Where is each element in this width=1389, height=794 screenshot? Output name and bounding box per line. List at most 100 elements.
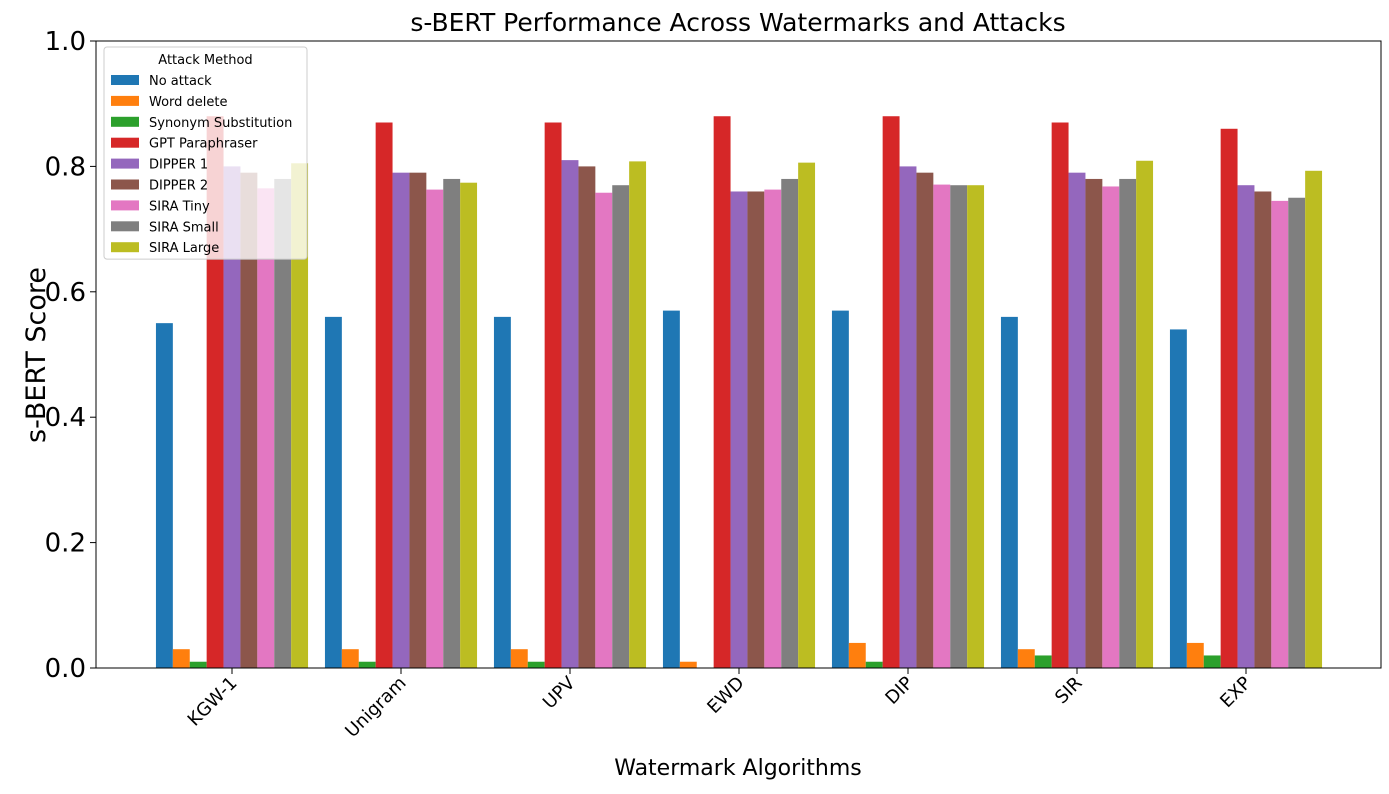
bar-dip-sira-small xyxy=(950,185,968,668)
legend-swatch xyxy=(111,75,139,85)
bar-sir-no-attack xyxy=(1000,316,1018,668)
bar-unigram-sira-large xyxy=(460,182,478,668)
bar-exp-synonym-substitution xyxy=(1203,655,1221,668)
bar-ewd-sira-small xyxy=(781,178,799,668)
bar-kgw-1-sira-large xyxy=(291,163,309,668)
bar-upv-dipper-1 xyxy=(561,160,579,668)
bar-dip-sira-large xyxy=(967,185,985,668)
bar-dip-dipper-2 xyxy=(916,172,934,669)
bar-sir-sira-tiny xyxy=(1102,186,1120,668)
y-tick-label: 1.0 xyxy=(45,27,86,57)
bar-upv-word-delete xyxy=(510,649,528,668)
bar-ewd-gpt-paraphraser xyxy=(713,116,731,669)
bar-upv-gpt-paraphraser xyxy=(544,122,562,668)
bar-ewd-word-delete xyxy=(679,661,697,668)
bar-unigram-gpt-paraphraser xyxy=(375,122,393,668)
bar-sir-gpt-paraphraser xyxy=(1051,122,1069,668)
bar-exp-sira-tiny xyxy=(1271,200,1289,668)
bar-upv-no-attack xyxy=(493,316,511,668)
legend-label: Synonym Substitution xyxy=(149,116,292,131)
legend-swatch xyxy=(111,242,139,253)
x-tick-label: KGW-1 xyxy=(184,673,242,731)
bar-kgw-1-synonym-substitution xyxy=(189,661,207,668)
y-axis-label: s-BERT Score xyxy=(21,267,52,443)
legend-label: GPT Paraphraser xyxy=(149,137,258,152)
bar-dip-synonym-substitution xyxy=(865,661,883,668)
bar-kgw-1-dipper-1 xyxy=(223,166,241,668)
x-tick-label: EXP xyxy=(1216,673,1255,712)
bar-kgw-1-dipper-2 xyxy=(240,172,258,669)
bar-dip-sira-tiny xyxy=(933,184,951,668)
x-axis-label: Watermark Algorithms xyxy=(614,756,862,781)
x-tick-label: UPV xyxy=(539,672,580,713)
bar-sir-dipper-1 xyxy=(1068,172,1086,669)
bar-ewd-no-attack xyxy=(662,310,680,668)
bar-sir-sira-small xyxy=(1119,178,1137,668)
legend-swatch xyxy=(111,179,139,190)
legend-label: Word delete xyxy=(149,95,228,110)
bar-sir-dipper-2 xyxy=(1085,178,1103,668)
y-tick-label: 0.2 xyxy=(45,529,86,559)
legend-swatch xyxy=(111,200,139,211)
bar-sir-synonym-substitution xyxy=(1034,655,1052,668)
legend: Attack Method No attack Word delete Synonym… xyxy=(103,46,308,260)
legend-swatch xyxy=(111,158,139,169)
bar-exp-gpt-paraphraser xyxy=(1220,128,1238,668)
bar-dip-gpt-paraphraser xyxy=(882,116,900,669)
bar-ewd-dipper-1 xyxy=(730,191,748,669)
y-tick-label: 0.0 xyxy=(45,654,86,684)
legend-label: No attack xyxy=(149,74,212,89)
legend-label: SIRA Small xyxy=(149,220,219,235)
bar-exp-word-delete xyxy=(1186,642,1204,668)
bar-unigram-sira-tiny xyxy=(426,189,444,668)
bar-dip-word-delete xyxy=(848,642,866,668)
x-tick-label: SIR xyxy=(1051,673,1087,709)
bar-upv-dipper-2 xyxy=(578,166,596,668)
bar-sir-sira-large xyxy=(1136,160,1154,668)
bar-ewd-dipper-2 xyxy=(747,191,765,669)
bar-kgw-1-sira-tiny xyxy=(257,188,275,668)
legend-swatch xyxy=(111,116,139,127)
bar-kgw-1-word-delete xyxy=(172,649,190,668)
bar-unigram-word-delete xyxy=(341,649,359,668)
bar-unigram-dipper-2 xyxy=(409,172,427,669)
bar-kgw-1-sira-small xyxy=(274,178,292,668)
bar-kgw-1-no-attack xyxy=(155,323,173,668)
y-tick-label: 0.4 xyxy=(45,403,86,433)
x-tick-label: DIP xyxy=(881,673,917,709)
y-tick-label: 0.8 xyxy=(45,152,86,182)
bar-upv-sira-small xyxy=(612,185,630,668)
bar-exp-sira-small xyxy=(1288,197,1306,668)
bar-exp-dipper-1 xyxy=(1237,185,1255,668)
legend-swatch xyxy=(111,137,139,148)
bar-sir-word-delete xyxy=(1017,649,1035,668)
bar-upv-sira-tiny xyxy=(595,192,613,669)
bar-dip-dipper-1 xyxy=(899,166,917,668)
bar-unigram-sira-small xyxy=(443,178,461,668)
bar-unigram-synonym-substitution xyxy=(358,661,376,668)
legend-label: SIRA Tiny xyxy=(149,199,210,214)
legend-box xyxy=(103,46,308,260)
bar-dip-no-attack xyxy=(831,310,849,668)
legend-label: DIPPER 1 xyxy=(149,158,208,173)
bar-ewd-sira-large xyxy=(798,162,816,668)
legend-swatch xyxy=(111,221,139,232)
x-tick-label: Unigram xyxy=(341,673,410,742)
legend-swatch xyxy=(111,95,139,106)
x-tick-label: EWD xyxy=(703,673,748,718)
bar-unigram-no-attack xyxy=(324,316,342,668)
legend-title: Attack Method xyxy=(158,53,252,68)
bar-exp-dipper-2 xyxy=(1254,191,1272,669)
bar-upv-synonym-substitution xyxy=(527,661,545,668)
bar-ewd-sira-tiny xyxy=(764,189,782,668)
legend-label: DIPPER 2 xyxy=(149,179,208,194)
bar-unigram-dipper-1 xyxy=(392,172,410,669)
bar-upv-sira-large xyxy=(629,161,647,668)
bars-layer xyxy=(155,116,1323,669)
bar-exp-no-attack xyxy=(1169,329,1187,668)
chart-title: s-BERT Performance Across Watermarks and… xyxy=(410,8,1065,37)
legend-label: SIRA Large xyxy=(149,241,219,256)
y-tick-label: 0.6 xyxy=(45,278,86,308)
